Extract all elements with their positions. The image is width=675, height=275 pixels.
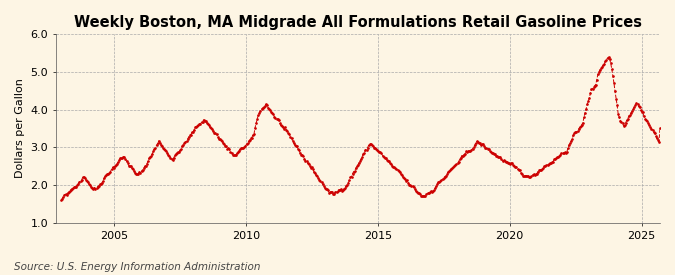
Y-axis label: Dollars per Gallon: Dollars per Gallon [15, 79, 25, 178]
Text: Source: U.S. Energy Information Administration: Source: U.S. Energy Information Administ… [14, 262, 260, 272]
Title: Weekly Boston, MA Midgrade All Formulations Retail Gasoline Prices: Weekly Boston, MA Midgrade All Formulati… [74, 15, 642, 30]
